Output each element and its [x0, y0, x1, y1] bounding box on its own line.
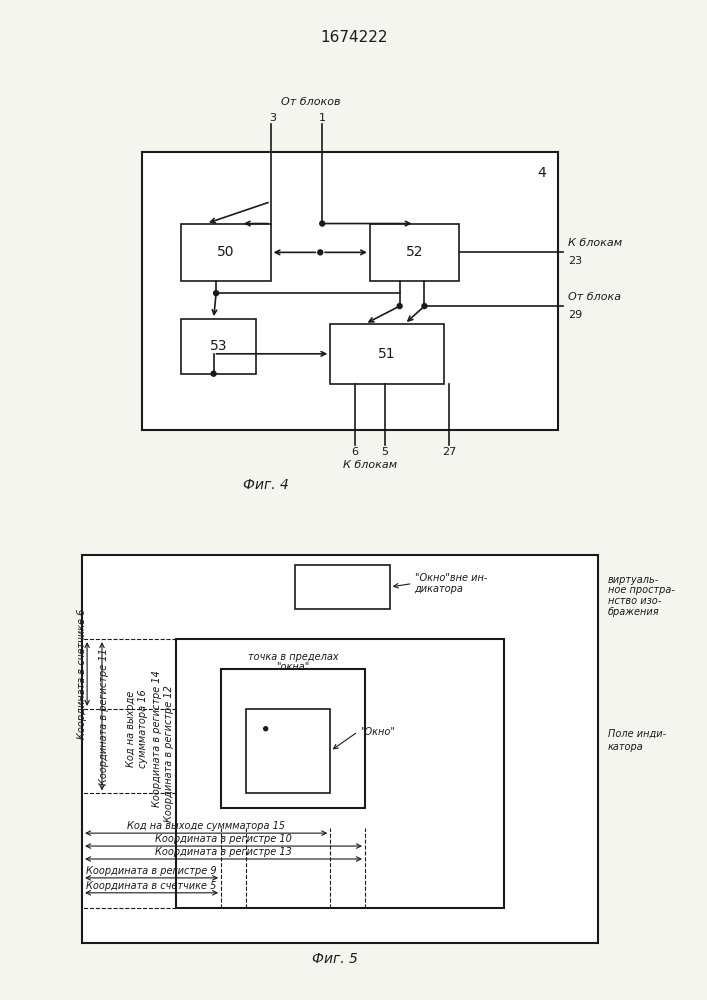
Circle shape [320, 221, 325, 226]
Text: 3: 3 [269, 113, 276, 123]
Text: 29: 29 [568, 310, 583, 320]
Text: ное простра-: ное простра- [608, 585, 675, 595]
Bar [246, 709, 330, 793]
Text: Поле инди-: Поле инди- [608, 729, 666, 739]
Text: 23: 23 [568, 256, 583, 266]
Text: точка в пределах: точка в пределах [247, 652, 338, 662]
Text: 1: 1 [319, 113, 326, 123]
Text: "окна": "окна" [276, 662, 310, 672]
Text: "Окно": "Окно" [360, 727, 395, 737]
Text: "Окно"вне ин-: "Окно"вне ин- [414, 573, 487, 583]
Text: 27: 27 [442, 447, 456, 457]
Text: нство изо-: нство изо- [608, 596, 661, 606]
Text: Координата в регистре 13: Координата в регистре 13 [155, 847, 292, 857]
Bar [177, 639, 504, 908]
Circle shape [422, 304, 427, 309]
Circle shape [317, 250, 322, 255]
Circle shape [264, 727, 268, 731]
Text: 53: 53 [210, 339, 228, 353]
Circle shape [214, 291, 218, 296]
Text: Координата в счетчике 6: Координата в счетчике 6 [77, 609, 87, 739]
Text: 6: 6 [351, 447, 358, 457]
Text: виртуаль-: виртуаль- [608, 575, 659, 585]
Text: От блока: От блока [568, 292, 621, 302]
Text: Координата в регистре 9: Координата в регистре 9 [86, 866, 217, 876]
Bar [182, 319, 256, 374]
Bar [296, 565, 390, 609]
Bar [221, 669, 365, 808]
Text: бражения: бражения [608, 607, 660, 617]
Text: Код на выходе
суммматора 16: Код на выходе суммматора 16 [126, 689, 148, 768]
Circle shape [397, 304, 402, 309]
Text: 51: 51 [378, 347, 396, 361]
Text: 52: 52 [406, 245, 423, 259]
Text: Код на выходе суммматора 15: Код на выходе суммматора 15 [127, 821, 285, 831]
Text: К блокам: К блокам [568, 238, 622, 248]
Text: дикатора: дикатора [414, 584, 463, 594]
Text: катора: катора [608, 742, 644, 752]
Text: 5: 5 [381, 447, 388, 457]
Bar [182, 224, 271, 281]
Text: Координата в регистре 10: Координата в регистре 10 [155, 834, 292, 844]
Text: Координата в регистре 12: Координата в регистре 12 [165, 685, 175, 822]
Bar [370, 224, 459, 281]
Text: Фиг. 4: Фиг. 4 [243, 478, 288, 492]
Text: Координата в регистре 11: Координата в регистре 11 [99, 648, 109, 785]
Text: От блоков: От блоков [281, 97, 340, 107]
Text: 50: 50 [217, 245, 235, 259]
Bar [330, 324, 444, 384]
Text: 1674222: 1674222 [320, 30, 387, 45]
Text: Координата в счетчике 5: Координата в счетчике 5 [86, 881, 217, 891]
Circle shape [211, 371, 216, 376]
Text: Фиг. 5: Фиг. 5 [312, 952, 358, 966]
Bar [141, 152, 559, 430]
Bar [82, 555, 598, 943]
Text: К блокам: К блокам [343, 460, 397, 470]
Text: 4: 4 [538, 166, 547, 180]
Text: Координата в регистре 14: Координата в регистре 14 [151, 670, 162, 807]
